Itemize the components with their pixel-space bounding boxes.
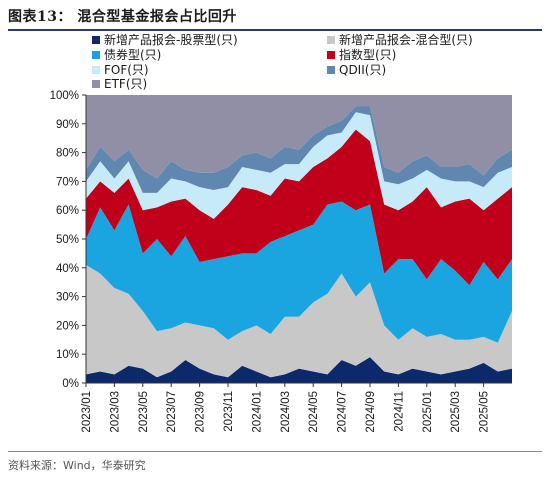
area-series-1: [86, 264, 512, 378]
x-tick-label: 2024/01: [251, 391, 263, 433]
legend-label: ETF(只): [104, 77, 147, 91]
x-tick-label: 2023/07: [166, 391, 178, 433]
x-tick-label: 2025/01: [422, 391, 434, 433]
source-note: 资料来源：Wind，华泰研究: [8, 459, 146, 472]
y-tick-label: 0%: [62, 378, 79, 390]
x-tick-label: 2024/05: [308, 391, 320, 433]
x-tick-label: 2024/07: [337, 391, 349, 433]
legend-label: QDII(只): [339, 63, 386, 77]
y-tick-label: 30%: [56, 292, 79, 304]
figure-title: 图表13： 混合型基金报会占比回升: [8, 9, 237, 25]
area-series-3: [86, 129, 512, 286]
area-series-4: [86, 112, 512, 219]
legend-swatch: [92, 80, 100, 88]
stacked-area-chart: 0% 10% 20% 30% 40% 50% 60% 70% 80% 90% 100% 2023/0…: [50, 32, 512, 433]
area-series-2: [86, 201, 512, 343]
y-tick-label: 10%: [56, 349, 79, 361]
area-series-6: [86, 95, 512, 179]
source-rule: [8, 451, 542, 452]
legend-swatch: [327, 36, 335, 44]
legend-label: 新增产品报会-股票型(只): [104, 32, 238, 47]
plot-area: [86, 95, 512, 383]
area-series-0: [86, 357, 512, 383]
legend-label: FOF(只): [104, 63, 149, 77]
legend-label: 新增产品报会-混合型(只): [339, 32, 473, 47]
title-rule: [8, 29, 542, 31]
y-tick-label: 90%: [56, 119, 79, 131]
x-tick-label: 2024/09: [365, 391, 377, 433]
x-tick-label: 2023/01: [81, 391, 93, 433]
x-axis: 2023/01 2023/03 2023/05 2023/07 2023/09 2023/…: [81, 382, 512, 433]
y-tick-label: 70%: [56, 176, 79, 188]
x-tick-label: 2023/05: [138, 391, 150, 433]
x-tick-label: 2024/03: [280, 391, 292, 433]
y-tick-label: 80%: [56, 148, 79, 160]
legend-swatch: [92, 36, 100, 44]
y-axis: 0% 10% 20% 30% 40% 50% 60% 70% 80% 90% 100%: [50, 90, 87, 390]
legend-swatch: [327, 51, 335, 59]
legend-swatch: [327, 66, 335, 74]
y-tick-label: 40%: [56, 263, 79, 275]
legend-swatch: [92, 51, 100, 59]
x-tick-label: 2023/11: [223, 391, 235, 432]
x-tick-label: 2023/09: [195, 391, 207, 433]
legend-label: 债券型(只): [104, 47, 161, 62]
legend-label: 指数型(只): [339, 47, 396, 62]
x-tick-label: 2025/05: [479, 391, 491, 433]
x-tick-label: 2025/03: [450, 391, 462, 433]
y-tick-label: 60%: [56, 205, 79, 217]
x-tick-label: 2023/03: [109, 391, 121, 433]
y-tick-label: 20%: [56, 320, 79, 332]
legend-swatch: [92, 66, 100, 74]
legend: 新增产品报会-股票型(只) 新增产品报会-混合型(只) 债券型(只) 指数型(只) FO…: [92, 32, 473, 91]
y-tick-label: 100%: [50, 90, 79, 102]
y-tick-label: 50%: [56, 234, 79, 246]
x-tick-label: 2024/11: [393, 391, 405, 432]
